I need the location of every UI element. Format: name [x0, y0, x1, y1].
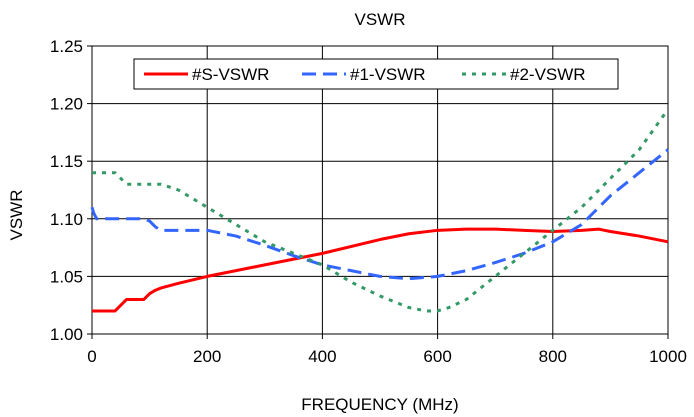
legend-label: #S-VSWR	[192, 65, 269, 84]
series-line-2-vswr	[92, 108, 670, 313]
y-tick-label: 1.20	[50, 95, 83, 114]
x-tick-label: 600	[423, 347, 451, 366]
legend-box	[133, 58, 619, 90]
x-tick-label: 400	[308, 347, 336, 366]
grid-lines	[92, 46, 668, 334]
y-tick-label: 1.00	[50, 325, 83, 344]
y-axis-label: VSWR	[7, 190, 26, 241]
x-tick-label: 200	[193, 347, 221, 366]
y-tick-label: 1.05	[50, 267, 83, 286]
legend: #S-VSWR #1-VSWR #2-VSWR	[133, 58, 619, 90]
y-tick-label: 1.10	[50, 210, 83, 229]
series-lines	[90, 108, 670, 313]
chart-title: VSWR	[355, 10, 406, 29]
plot-area-frame	[91, 45, 669, 335]
x-tick-label: 1000	[649, 347, 687, 366]
x-axis-label: FREQUENCY (MHz)	[301, 395, 458, 414]
axis-ticks: 0 200 400 600 800 1000 1.00 1.05 1.10 1.15 1.20 1.2…	[50, 37, 687, 366]
y-tick-label: 1.15	[50, 152, 83, 171]
legend-label: #1-VSWR	[350, 65, 426, 84]
series-line-s-vswr	[92, 227, 669, 313]
x-tick-label: 800	[539, 347, 567, 366]
x-tick-label: 0	[87, 347, 96, 366]
series-line-1-vswr	[90, 148, 669, 281]
legend-label: #2-VSWR	[510, 65, 586, 84]
y-tick-label: 1.25	[50, 37, 83, 56]
